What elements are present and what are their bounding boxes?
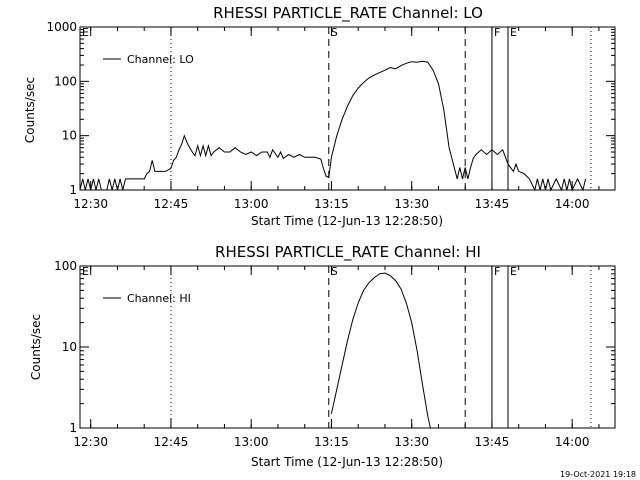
chart-lo-y-tick-label: 100 [54, 74, 77, 88]
chart-lo-legend-label: Channel: LO [127, 53, 194, 66]
chart-lo-x-tick-label: 13:15 [314, 197, 349, 211]
chart-lo-marker-label: E [510, 26, 517, 39]
chart-lo-series-line [79, 60, 587, 192]
chart-hi-x-axis: 12:30 12:45 13:00 13:15 13:30 13:45 14:00 [73, 266, 600, 449]
chart-hi-y-label: Counts/sec [29, 314, 43, 380]
chart-lo-marker-label: F [494, 26, 500, 39]
chart-hi-x-tick-label: 14:00 [555, 435, 590, 449]
chart-lo-x-label: Start Time (12-Jun-13 12:28:50) [251, 214, 443, 228]
chart-hi-y-tick-label: 100 [54, 259, 77, 273]
chart-lo-series [79, 60, 587, 192]
chart-hi-x-tick-label: 13:00 [234, 435, 269, 449]
chart-hi-x-tick-label: 12:45 [154, 435, 189, 449]
chart-lo-x-tick-label: 13:00 [234, 197, 269, 211]
chart-lo-x-tick-label: 12:45 [154, 197, 189, 211]
chart-hi-x-tick-label: 12:30 [73, 435, 108, 449]
footer-timestamp: 19-Oct-2021 19:18 [560, 470, 636, 479]
chart-hi-corner-labels: E [82, 265, 89, 278]
chart-hi-frame [79, 265, 616, 429]
chart-hi-x-label: Start Time (12-Jun-13 12:28:50) [251, 455, 443, 469]
chart-hi-y-tick-label: 1 [69, 421, 77, 435]
chart-hi-corner-label: E [82, 265, 89, 278]
chart-hi-legend-label: Channel: HI [127, 292, 191, 305]
chart-lo-x-tick-label: 13:45 [475, 197, 510, 211]
chart-lo-x-axis: 12:30 12:45 13:00 13:15 13:30 13:45 14:00 [73, 27, 600, 211]
chart-hi-series-line [330, 272, 431, 429]
chart-lo-frame [79, 26, 616, 191]
chart-hi-title: RHESSI PARTICLE_RATE Channel: HI [215, 243, 481, 262]
chart-lo-x-tick-label: 14:00 [555, 197, 590, 211]
chart-lo-corner-labels: E [82, 26, 89, 39]
chart-lo-title: RHESSI PARTICLE_RATE Channel: LO [213, 4, 483, 23]
chart-lo-y-label: Counts/sec [23, 77, 37, 143]
chart-hi-x-tick-label: 13:45 [475, 435, 510, 449]
chart-lo-y-axis: 1 10 100 1000 [46, 20, 615, 197]
chart-lo-y-tick-label: 1 [69, 183, 77, 197]
chart-lo-y-tick-label: 1000 [46, 20, 77, 34]
chart-hi-x-tick-label: 13:15 [314, 435, 349, 449]
chart-hi-x-tick-label: 13:30 [394, 435, 429, 449]
chart-hi-legend: Channel: HI [103, 292, 191, 305]
chart-lo-marker-label: S [331, 26, 338, 39]
chart-lo-y-tick-label: 10 [62, 129, 77, 143]
chart-hi-y-axis: 1 10 100 [54, 259, 615, 435]
chart-hi-marker-label: F [494, 265, 500, 278]
chart-lo-x-tick-label: 13:30 [394, 197, 429, 211]
chart-lo-x-tick-label: 12:30 [73, 197, 108, 211]
chart-hi-marker-label: S [331, 265, 338, 278]
chart-hi-series [330, 272, 431, 429]
chart-lo-corner-label: E [82, 26, 89, 39]
chart-hi-y-tick-label: 10 [62, 340, 77, 354]
chart-hi-marker-label: E [510, 265, 517, 278]
chart-lo-legend: Channel: LO [103, 53, 194, 66]
